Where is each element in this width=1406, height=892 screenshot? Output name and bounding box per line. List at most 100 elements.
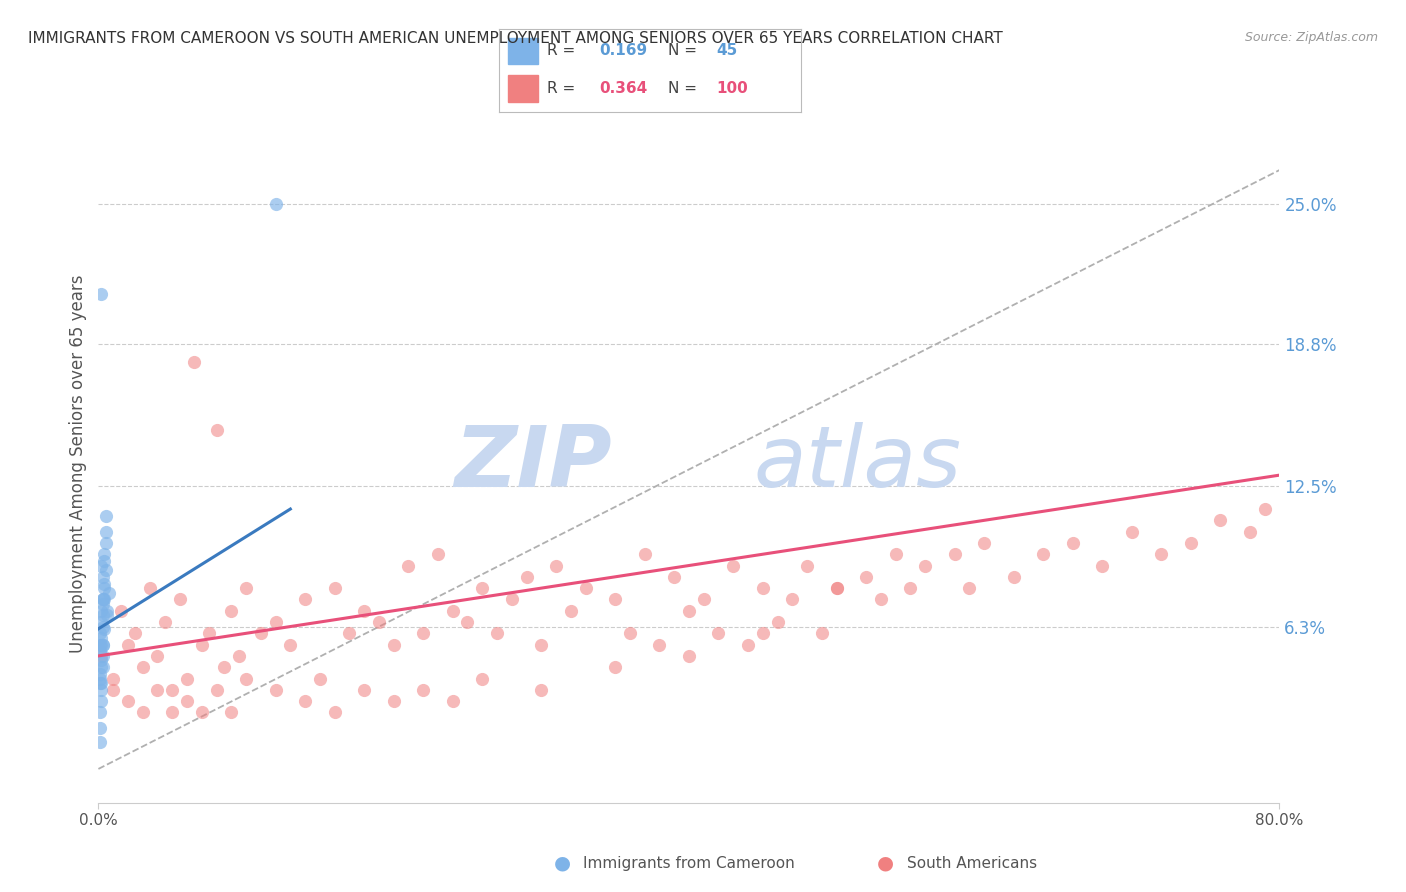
Point: [90, 648, 112, 663]
Point: [117, 638, 139, 652]
Point: [1209, 513, 1232, 527]
Point: [89, 672, 111, 686]
Point: [396, 558, 419, 573]
Point: [90, 676, 112, 690]
Point: [90, 682, 112, 697]
Point: [146, 648, 169, 663]
Point: [427, 547, 450, 561]
Point: [1254, 502, 1277, 516]
Point: [169, 592, 191, 607]
Point: [441, 604, 464, 618]
Point: [900, 581, 922, 595]
Point: [515, 570, 537, 584]
Point: [103, 672, 125, 686]
Point: [914, 558, 936, 573]
Text: ZIP: ZIP: [454, 422, 612, 506]
Point: [1002, 570, 1025, 584]
Point: [176, 694, 198, 708]
Point: [132, 660, 155, 674]
Point: [368, 615, 391, 629]
Point: [633, 547, 655, 561]
Point: [737, 638, 759, 652]
Point: [486, 626, 509, 640]
Text: atlas: atlas: [754, 422, 962, 506]
Bar: [508, 76, 538, 102]
Point: [89, 706, 111, 720]
Y-axis label: Unemployment Among Seniors over 65 years: Unemployment Among Seniors over 65 years: [69, 275, 87, 653]
Point: [943, 547, 966, 561]
Point: [382, 694, 405, 708]
Point: [89, 676, 111, 690]
Point: [278, 638, 302, 652]
Text: N =: N =: [668, 81, 702, 96]
Point: [94, 563, 117, 577]
Point: [89, 644, 111, 658]
Point: [530, 682, 553, 697]
Point: [751, 581, 773, 595]
Point: [90, 558, 112, 573]
Point: [93, 592, 115, 607]
Point: [89, 626, 111, 640]
Point: [339, 626, 360, 640]
Point: [162, 706, 183, 720]
Text: 45: 45: [717, 44, 738, 58]
Point: [353, 682, 375, 697]
Point: [235, 581, 257, 595]
Point: [205, 423, 228, 437]
Point: [94, 508, 117, 523]
Text: 100: 100: [717, 81, 748, 96]
Point: [723, 558, 745, 573]
Point: [219, 706, 242, 720]
Point: [117, 694, 139, 708]
Point: [1121, 524, 1143, 539]
Point: [782, 592, 804, 607]
Point: [91, 648, 114, 663]
Point: [89, 638, 111, 652]
Point: [1091, 558, 1114, 573]
Point: [89, 106, 111, 120]
Point: [90, 660, 112, 674]
Point: [93, 576, 115, 591]
Point: [96, 608, 118, 623]
Text: ●: ●: [554, 854, 571, 873]
Point: [91, 592, 114, 607]
Point: [619, 626, 641, 640]
Point: [471, 581, 494, 595]
Point: [139, 581, 162, 595]
Point: [228, 648, 250, 663]
Text: Source: ZipAtlas.com: Source: ZipAtlas.com: [1244, 31, 1378, 45]
Point: [605, 660, 627, 674]
Point: [441, 694, 464, 708]
Point: [90, 615, 112, 629]
Point: [751, 626, 773, 640]
Point: [90, 604, 112, 618]
Point: [1239, 524, 1261, 539]
Point: [198, 626, 221, 640]
Point: [264, 682, 287, 697]
Point: [89, 721, 111, 735]
Text: R =: R =: [547, 44, 581, 58]
Point: [89, 735, 111, 749]
Point: [648, 638, 671, 652]
Point: [294, 592, 316, 607]
Point: [693, 592, 716, 607]
Point: [264, 615, 287, 629]
Point: [323, 581, 346, 595]
Point: [884, 547, 907, 561]
Point: [97, 585, 120, 599]
Point: [678, 648, 700, 663]
Text: Immigrants from Cameroon: Immigrants from Cameroon: [583, 856, 796, 871]
Point: [546, 558, 568, 573]
Point: [103, 682, 125, 697]
Point: [93, 581, 115, 595]
Point: [90, 287, 112, 301]
Point: [294, 694, 316, 708]
Point: [810, 626, 832, 640]
Point: [93, 547, 115, 561]
Point: [219, 604, 242, 618]
Point: [124, 626, 146, 640]
Point: [456, 615, 478, 629]
Point: [264, 197, 287, 211]
Point: [91, 592, 114, 607]
Point: [678, 604, 700, 618]
